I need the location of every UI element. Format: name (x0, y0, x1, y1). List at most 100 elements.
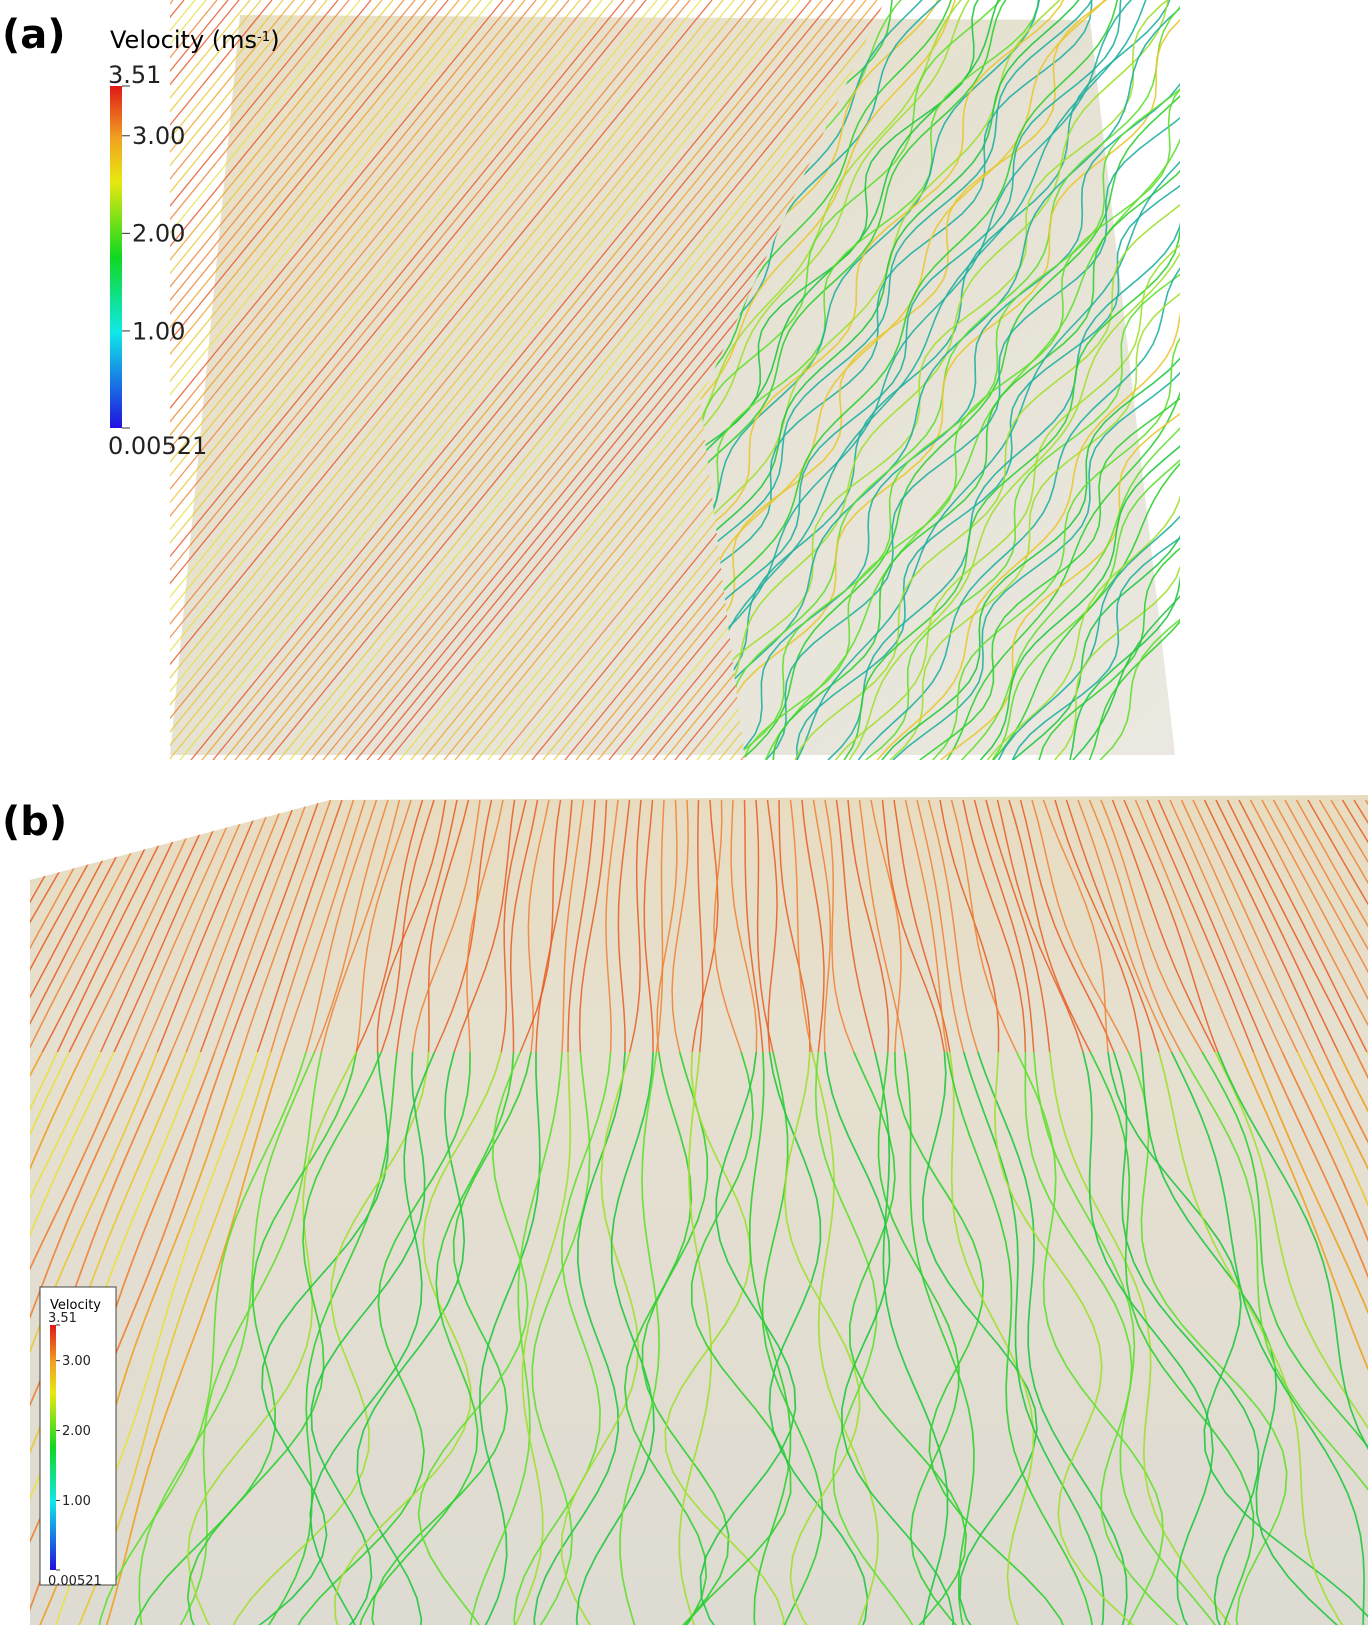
streamline (170, 0, 284, 760)
streamline (170, 0, 537, 760)
streamline (932, 0, 1180, 760)
streamline (356, 1051, 466, 1625)
streamline (519, 799, 562, 1053)
streamline (396, 799, 458, 1053)
streamline (1054, 0, 1180, 760)
streamline (355, 1051, 515, 1625)
streamline (1281, 1051, 1368, 1625)
streamline (138, 1051, 316, 1625)
streamline (1318, 799, 1368, 1053)
streamline (768, 1051, 869, 1625)
streamline (187, 1051, 357, 1625)
streamline (700, 0, 1124, 760)
streamline (170, 0, 658, 760)
streamline (170, 0, 515, 760)
streamline (1158, 1051, 1354, 1625)
streamline (170, 0, 636, 760)
streamline (170, 0, 317, 760)
streamline (794, 0, 1180, 760)
streamline (962, 799, 1027, 1053)
streamline (30, 1051, 159, 1625)
streamline (128, 799, 240, 1053)
streamline (940, 0, 1180, 760)
streamline (427, 799, 470, 1053)
streamline (0, 0, 8, 760)
streamline (185, 799, 286, 1053)
streamline (170, 0, 438, 760)
streamline (453, 799, 516, 1053)
tick-label: 3.51 (108, 61, 161, 89)
panel-label: (b) (2, 799, 67, 845)
streamline (643, 799, 654, 1053)
streamline (170, 0, 757, 760)
terrain (30, 795, 1368, 1625)
streamline (814, 1051, 923, 1625)
colorbar-title: Velocity (ms-1) (110, 26, 280, 54)
streamline (1201, 1051, 1368, 1625)
streamline (212, 0, 834, 760)
streamline (848, 1051, 968, 1625)
streamline (1019, 799, 1115, 1053)
streamline (1249, 799, 1368, 1053)
streamline (992, 0, 1180, 760)
streamline (1284, 799, 1368, 1053)
streamline (1272, 799, 1368, 1053)
streamline (199, 799, 297, 1053)
streamline (961, 0, 1180, 760)
streamline (170, 0, 746, 760)
streamline (30, 1051, 144, 1625)
streamline (355, 799, 412, 1053)
streamline (700, 0, 1126, 760)
streamline (560, 1051, 640, 1625)
streamline (240, 799, 332, 1053)
streamline (527, 799, 550, 1053)
streamline (641, 1051, 730, 1625)
colorbar: Velocity (ms-1) 0.00521 1.00 2.00 3.00 3.51 (108, 26, 280, 460)
streamline (1134, 799, 1241, 1053)
streamline (0, 0, 107, 760)
streamline (713, 799, 742, 1053)
streamline (979, 0, 1180, 760)
streamline (608, 0, 885, 760)
streamline (1307, 799, 1368, 1053)
streamline (927, 799, 979, 1053)
streamline (795, 0, 1180, 760)
streamline (586, 0, 885, 760)
streamline (664, 1051, 785, 1625)
streamline (170, 0, 526, 760)
streamline (377, 0, 885, 760)
streamline (812, 799, 832, 1053)
streamline (835, 799, 876, 1053)
streamline (507, 1051, 572, 1625)
tick-label: 1.00 (62, 1494, 91, 1509)
streamline (994, 1051, 1150, 1625)
streamline (170, 0, 449, 760)
streamline (411, 799, 481, 1053)
streamline (433, 799, 493, 1053)
streamline (567, 799, 596, 1053)
streamline (1296, 1051, 1368, 1625)
streamline (1180, 799, 1299, 1053)
streamline (313, 799, 389, 1053)
streamline (1261, 799, 1368, 1053)
streamline (270, 799, 355, 1053)
streamline (700, 0, 961, 760)
streamline (730, 799, 758, 1053)
streamline (113, 799, 228, 1053)
panel-label: (a) (2, 12, 66, 58)
streamline (170, 0, 482, 760)
streamline (1203, 799, 1325, 1053)
streamline (903, 1051, 975, 1625)
streamline (766, 799, 778, 1053)
tick-label: 3.00 (62, 1354, 91, 1369)
streamline (1123, 799, 1219, 1053)
streamline (179, 0, 801, 760)
streamline (1238, 1051, 1368, 1625)
title-part: Velocity (ms (110, 26, 257, 54)
streamline (170, 799, 274, 1053)
streamline (700, 0, 1040, 760)
streamline (656, 799, 678, 1053)
streamline (1088, 0, 1180, 760)
streamline (309, 1051, 436, 1625)
streamline (1157, 799, 1268, 1053)
